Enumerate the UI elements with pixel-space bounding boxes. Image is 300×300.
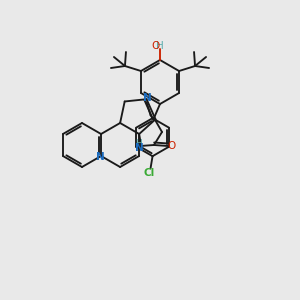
Text: N: N — [135, 143, 143, 153]
Text: O: O — [151, 41, 159, 51]
Text: Cl: Cl — [144, 168, 155, 178]
Text: O: O — [168, 141, 176, 151]
Text: H: H — [135, 140, 141, 148]
Text: N: N — [143, 93, 152, 103]
Text: N: N — [96, 152, 104, 162]
Text: H: H — [156, 41, 164, 51]
